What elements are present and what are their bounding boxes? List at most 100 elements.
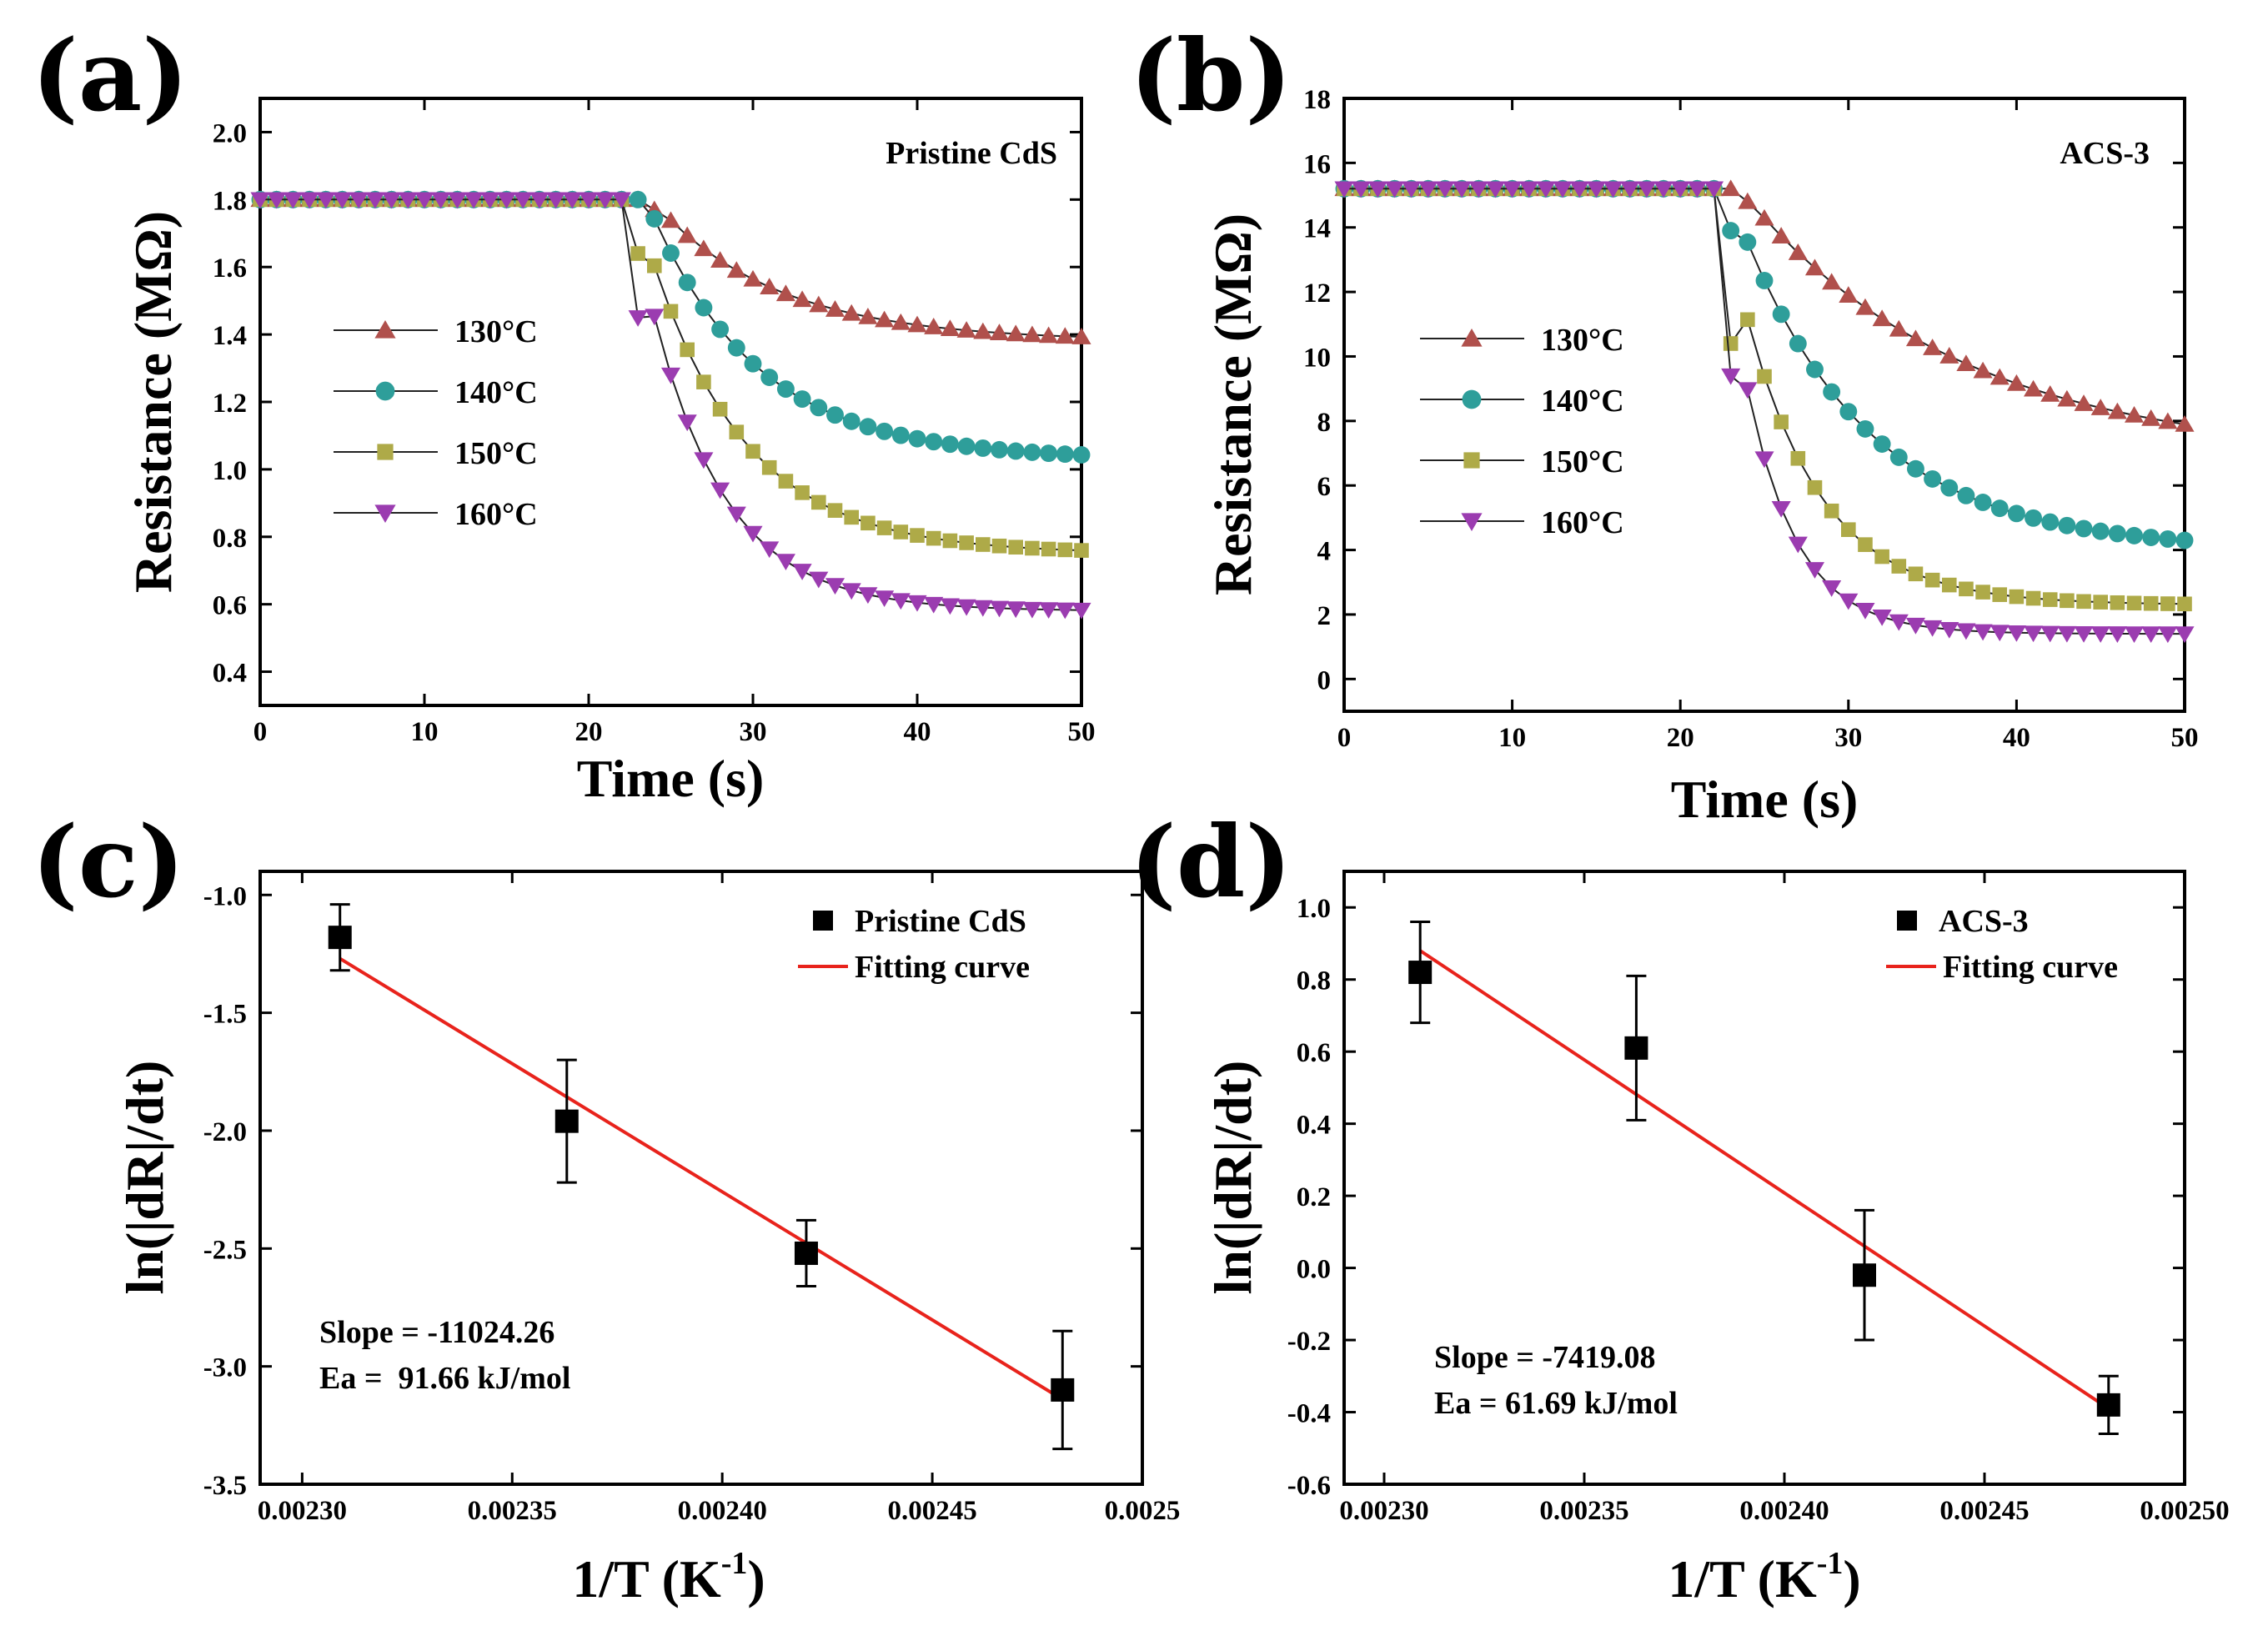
a-point-0 [809, 295, 829, 313]
a-point-3 [546, 192, 566, 209]
b-point-0 [2141, 409, 2161, 426]
b-point-3 [1485, 181, 1505, 198]
b-point-2 [2076, 594, 2091, 610]
panel-d-xlabel-close: ) [1843, 1549, 1860, 1608]
panel-b-chart: 0 10 20 30 40 50 0 2 4 6 8 10 12 14 16 18 ACS-3 130°C 1… [1203, 85, 2199, 829]
b-point-2 [1824, 503, 1839, 519]
b-point-3 [1990, 625, 2010, 642]
a-point-3 [989, 600, 1010, 618]
a-point-2 [910, 528, 925, 543]
b-point-3 [1536, 181, 1556, 198]
b-point-1 [1772, 305, 1790, 324]
b-point-2 [1975, 585, 1990, 600]
a-point-0 [1039, 326, 1059, 344]
d-ytick-label: -0.6 [1287, 1471, 1331, 1501]
panel-a-legend-140: 140°C [454, 375, 538, 410]
panel-b-axes: 0 10 20 30 40 50 0 2 4 6 8 10 12 14 16 18 [1303, 85, 2199, 753]
a-point-1 [695, 299, 713, 317]
d-data-point [1408, 961, 1433, 985]
b-point-1 [1755, 272, 1774, 289]
b-point-0 [1939, 347, 1959, 364]
b-point-1 [1924, 469, 1942, 488]
b-point-1 [1823, 383, 1841, 401]
b-point-1 [1889, 448, 1908, 466]
d-ytick-label: 0.6 [1297, 1038, 1331, 1068]
b-point-3 [1872, 610, 1892, 626]
b-point-3 [2090, 626, 2110, 643]
c-data-point [328, 926, 352, 950]
panel-b-marks [1334, 179, 2195, 644]
a-point-2 [893, 524, 909, 539]
b-point-3 [1367, 181, 1387, 198]
a-point-2 [778, 474, 794, 489]
b-point-1 [1906, 459, 1924, 478]
b-xtick-label: 40 [2003, 723, 2030, 753]
a-point-3 [267, 192, 287, 209]
c-fit-line [339, 956, 1064, 1401]
b-point-1 [2041, 513, 2060, 531]
a-xtick-label: 10 [411, 717, 439, 747]
a-xtick-label: 30 [740, 717, 767, 747]
a-point-1 [727, 339, 745, 357]
b-point-0 [2074, 394, 2094, 411]
b-point-0 [2057, 389, 2077, 407]
b-point-3 [2057, 625, 2077, 643]
b-point-3 [1402, 181, 1422, 198]
d-xtick-label: 0.00230 [1339, 1496, 1428, 1526]
b-point-1 [2058, 516, 2076, 534]
b-point-3 [2074, 625, 2094, 643]
panel-label-c: (c) [32, 804, 185, 920]
a-point-2 [861, 515, 876, 531]
b-point-2 [1908, 566, 1924, 582]
panel-c-xlabel: 1/T (K-1) [572, 1546, 765, 1608]
a-point-1 [1072, 446, 1091, 464]
a-point-3 [628, 310, 648, 327]
a-point-3 [1006, 601, 1026, 619]
b-ytick-label: 6 [1317, 472, 1332, 502]
b-point-1 [1940, 479, 1959, 497]
b-point-3 [1569, 181, 1589, 198]
b-point-0 [2124, 405, 2145, 423]
a-point-0 [792, 290, 812, 308]
panel-label-a: (a) [32, 18, 188, 133]
b-point-0 [1721, 179, 1741, 197]
b-point-3 [2175, 626, 2195, 644]
a-point-3 [332, 192, 353, 209]
d-data-point [1624, 1036, 1648, 1060]
a-point-1 [925, 433, 943, 451]
d-ytick-label: -0.2 [1287, 1327, 1331, 1357]
a-point-2 [663, 304, 679, 319]
b-point-3 [1603, 181, 1623, 198]
a-point-1 [645, 209, 664, 228]
b-point-3 [1468, 181, 1488, 198]
c-xtick-label: 0.0025 [1105, 1496, 1181, 1526]
b-point-2 [1941, 577, 1957, 593]
a-legend-marker-0 [374, 320, 396, 339]
b-point-0 [1738, 192, 1758, 209]
b-point-3 [1771, 500, 1791, 518]
b-point-3 [1704, 181, 1724, 198]
b-point-0 [2040, 384, 2060, 402]
b-point-1 [2125, 526, 2143, 545]
b-point-1 [1990, 499, 2009, 518]
b-point-2 [1723, 336, 1739, 351]
a-point-3 [562, 192, 582, 209]
b-xtick-label: 30 [1834, 723, 1862, 753]
d-ytick-label: 0.0 [1297, 1255, 1331, 1285]
a-ytick-label: 0.6 [213, 591, 247, 621]
b-point-0 [2175, 414, 2195, 432]
c-ytick-label: -3.0 [203, 1353, 247, 1383]
b-point-3 [1839, 593, 1859, 610]
b-point-3 [1503, 181, 1523, 198]
a-point-2 [680, 342, 695, 358]
a-point-3 [677, 414, 697, 432]
panel-c-xlabel-sup: -1 [721, 1546, 748, 1581]
a-point-1 [711, 320, 730, 339]
a-point-0 [907, 315, 927, 333]
b-xtick-label: 20 [1667, 723, 1694, 753]
a-ytick-label: 1.0 [213, 456, 247, 486]
a-point-3 [464, 192, 484, 209]
a-point-0 [660, 211, 681, 228]
b-point-1 [2175, 531, 2194, 550]
a-legend-marker-1 [375, 381, 395, 401]
